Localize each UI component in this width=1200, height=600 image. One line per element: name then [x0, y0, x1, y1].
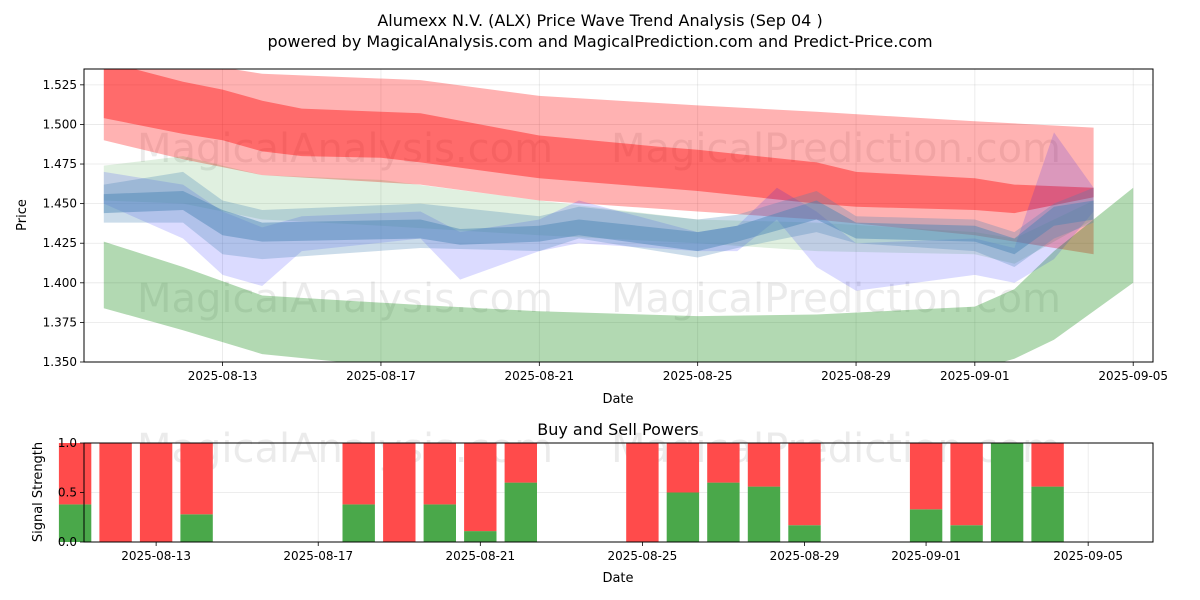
- price-wave-band: [103, 171, 1094, 267]
- signal-x-ticks: 2025-08-13 2025-08-17 2025-08-21 2025-08-25…: [121, 542, 1123, 563]
- y-tick-label: 1.400: [43, 276, 77, 290]
- x-tick-label: 2025-08-17: [283, 549, 353, 563]
- buy-power-bar: [909, 509, 943, 542]
- sell-power-bar: [139, 443, 173, 542]
- sell-power-bar: [747, 443, 781, 487]
- x-tick-label: 2025-08-13: [121, 549, 191, 563]
- y-tick-label: 1.450: [43, 197, 77, 211]
- sell-power-bar: [383, 443, 416, 542]
- price-y-ticks: 1.350 1.375 1.400 1.425 1.450 1.475 1.500 1.525: [43, 78, 84, 369]
- x-tick-label: 2025-08-25: [663, 369, 733, 383]
- price-bands: [103, 69, 1134, 362]
- sell-power-bar: [626, 443, 659, 542]
- buy-power-bar: [342, 504, 375, 542]
- y-tick-label: 1.500: [43, 117, 77, 131]
- buy-power-bar: [464, 531, 497, 542]
- price-x-ticks: 2025-08-13 2025-08-17 2025-08-21 2025-08-25…: [188, 362, 1168, 383]
- sell-power-bar: [788, 443, 821, 526]
- x-tick-label: 2025-08-29: [821, 369, 891, 383]
- x-tick-label: 2025-08-13: [188, 369, 258, 383]
- buy-power-bar: [423, 504, 456, 542]
- buy-power-bar: [707, 482, 740, 542]
- y-tick-label: 1.0: [58, 436, 77, 450]
- sell-power-bar: [707, 443, 740, 483]
- chart-title: Alumexx N.V. (ALX) Price Wave Trend Anal…: [377, 11, 822, 30]
- buy-power-bar: [747, 486, 781, 542]
- watermark-prediction: MagicalPrediction.com: [611, 126, 1061, 172]
- y-tick-label: 1.350: [43, 355, 77, 369]
- sell-power-bar: [58, 443, 92, 505]
- buy-power-bar: [58, 504, 92, 542]
- watermark-analysis: MagicalAnalysis.com: [137, 126, 553, 172]
- price-watermarks: MagicalAnalysis.com MagicalPrediction.co…: [137, 126, 1061, 322]
- sell-power-bar: [909, 443, 943, 510]
- price-plot-frame: [83, 68, 1154, 363]
- x-tick-label: 2025-08-25: [608, 549, 678, 563]
- x-tick-label: 2025-08-21: [504, 369, 574, 383]
- buy-power-bar: [180, 514, 213, 542]
- sell-power-bar: [1031, 443, 1064, 487]
- watermark-prediction: MagicalPrediction.com: [611, 276, 1061, 322]
- price-wave-band: [103, 132, 1094, 291]
- price-wave-band: [103, 187, 1134, 362]
- sell-power-bar: [464, 443, 497, 532]
- x-tick-label: 2025-09-01: [940, 369, 1010, 383]
- x-tick-label: 2025-08-17: [346, 369, 416, 383]
- sell-power-bar: [950, 443, 983, 526]
- buy-power-bar: [950, 525, 983, 542]
- buy-power-bar: [1031, 486, 1064, 542]
- price-plot: MagicalAnalysis.com MagicalPrediction.co…: [15, 68, 1168, 407]
- signal-y-axis-label: Signal Strength: [31, 442, 46, 542]
- y-tick-label: 0.5: [58, 486, 77, 500]
- chart-subtitle: powered by MagicalAnalysis.com and Magic…: [267, 32, 932, 51]
- signal-y-ticks: 0.0 0.5 1.0: [58, 436, 84, 549]
- price-x-axis-label: Date: [602, 392, 633, 407]
- y-tick-label: 0.0: [58, 535, 77, 549]
- x-tick-label: 2025-09-05: [1098, 369, 1168, 383]
- signal-x-axis-label: Date: [602, 571, 633, 586]
- y-tick-label: 1.475: [43, 157, 77, 171]
- price-wave-band: [103, 69, 1094, 214]
- sell-power-bar: [99, 443, 132, 542]
- price-wave-band: [103, 191, 1094, 255]
- signal-chart-title: Buy and Sell Powers: [537, 420, 699, 439]
- x-tick-label: 2025-09-05: [1053, 549, 1123, 563]
- buy-power-bar: [504, 482, 537, 542]
- watermark-analysis: MagicalAnalysis.com: [137, 276, 553, 322]
- y-tick-label: 1.525: [43, 78, 77, 92]
- price-plot-background: [84, 69, 1153, 362]
- x-tick-label: 2025-09-01: [891, 549, 961, 563]
- buy-power-bar: [788, 525, 821, 542]
- y-tick-label: 1.375: [43, 315, 77, 329]
- signal-bars: [58, 443, 1064, 542]
- sell-power-bar: [342, 443, 375, 505]
- sell-power-bar: [180, 443, 213, 515]
- y-tick-label: 1.425: [43, 236, 77, 250]
- buy-power-bar: [666, 492, 700, 542]
- sell-power-bar: [423, 443, 456, 505]
- signal-plot: Buy and Sell Powers MagicalAnalysis.com …: [31, 420, 1154, 586]
- price-y-axis-label: Price: [15, 199, 30, 231]
- sell-power-bar: [666, 443, 700, 493]
- price-wave-band: [103, 156, 1094, 264]
- sell-power-bar: [504, 443, 537, 483]
- x-tick-label: 2025-08-21: [445, 549, 515, 563]
- x-tick-label: 2025-08-29: [770, 549, 840, 563]
- price-wave-band: [103, 69, 1094, 255]
- buy-power-bar: [990, 443, 1024, 542]
